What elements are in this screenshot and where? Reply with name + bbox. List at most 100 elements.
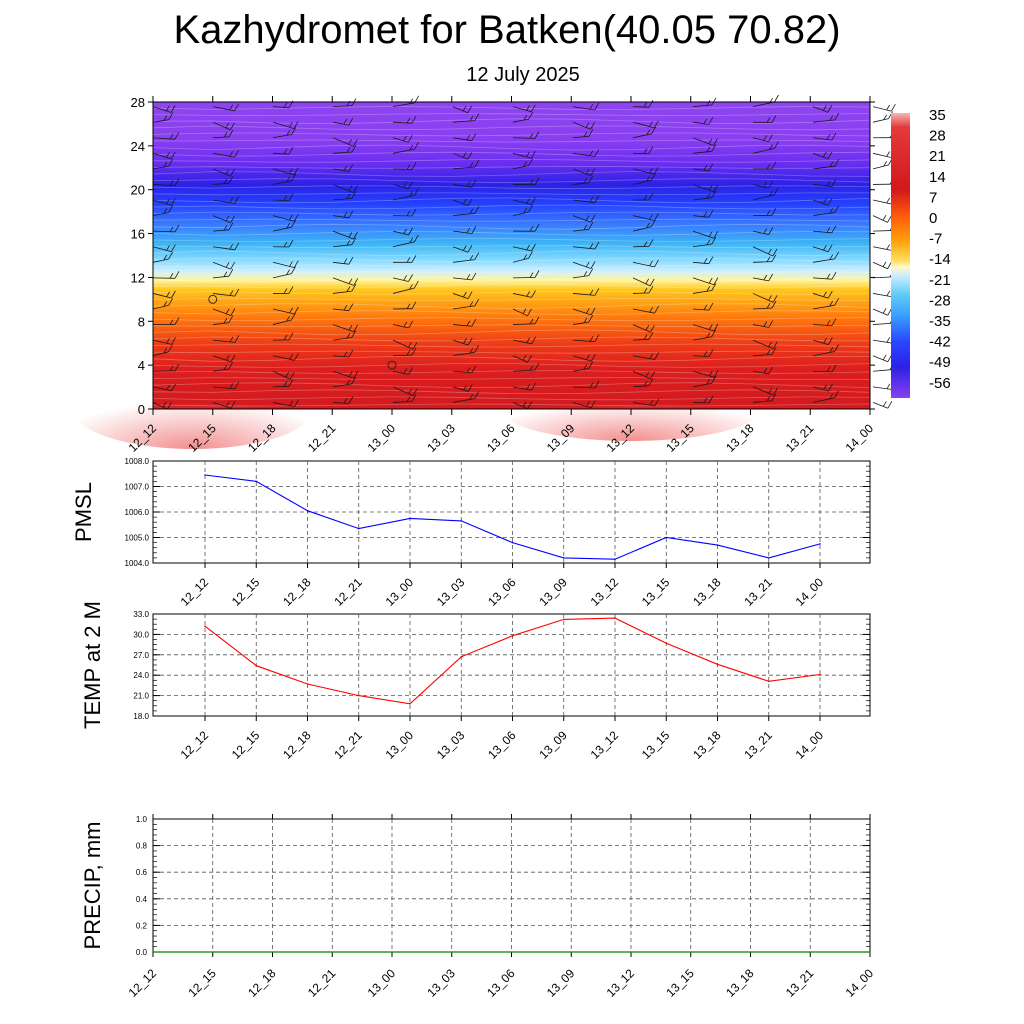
wind-barb-shaft [692, 121, 709, 125]
contour-line [152, 238, 871, 242]
contour-line [152, 343, 871, 348]
wind-barb [452, 391, 480, 403]
wind-barb-feather [772, 248, 778, 257]
wind-barb [212, 196, 240, 204]
colorbar-label: 7 [929, 189, 937, 206]
wind-barb-feather [713, 138, 718, 146]
x-tick-label: 13_18 [690, 728, 724, 762]
wind-barb-shaft [812, 106, 829, 113]
wind-barb-feather [230, 308, 236, 316]
wind-barb-shaft [152, 339, 172, 345]
wind-barb-feather [643, 241, 648, 247]
contour-line [152, 403, 871, 407]
wind-barb-feather [174, 132, 180, 140]
wind-barb-shaft [392, 168, 413, 170]
wind-barb-shaft [332, 151, 353, 154]
wind-barb [212, 103, 239, 112]
wind-barb-shaft [872, 246, 892, 251]
wind-barb-feather [170, 105, 176, 113]
wind-barb-feather [766, 210, 771, 216]
wind-barb-shaft [332, 324, 354, 333]
wind-barb [512, 383, 537, 391]
wind-barb-feather [283, 241, 288, 248]
wind-barb [872, 104, 896, 112]
contour-line [152, 276, 871, 283]
wind-barb-feather [703, 211, 708, 217]
wind-barb [272, 332, 294, 341]
wind-barb-feather [763, 135, 768, 141]
wind-barb [752, 180, 773, 189]
wind-barb-feather [827, 151, 833, 159]
wind-barb-feather [348, 232, 353, 238]
wind-barb-shaft [452, 370, 473, 373]
wind-barb-feather [286, 315, 290, 322]
wind-barb-feather [294, 306, 299, 315]
wind-barb-feather [594, 334, 600, 342]
wind-barb [512, 104, 536, 113]
wind-barb-shaft [872, 152, 892, 158]
wind-barb-feather [294, 399, 299, 407]
wind-barb [812, 298, 840, 310]
wind-barb [152, 251, 174, 263]
wind-barb-shaft [692, 290, 712, 294]
wind-barb-feather [886, 383, 891, 390]
wind-barb [692, 323, 719, 332]
wind-barb-feather [529, 365, 534, 371]
wind-barb-shaft [452, 305, 475, 310]
wind-barb-feather [162, 401, 167, 408]
wind-barb-feather [463, 338, 467, 344]
wind-barb-feather [706, 193, 711, 199]
wind-barb-feather [163, 347, 168, 354]
wind-barb-shaft [572, 339, 595, 343]
wind-barb [812, 105, 833, 113]
wind-barb-feather [526, 337, 531, 344]
wind-barb [692, 190, 717, 201]
wind-barb-feather [703, 397, 708, 404]
wind-barb-feather [408, 388, 412, 395]
wind-barb [452, 105, 473, 114]
x-tick-label: 14_00 [793, 728, 827, 762]
wind-barb [212, 288, 240, 297]
wind-barb [512, 177, 540, 186]
wind-barb [812, 290, 833, 299]
wind-barb-feather [585, 168, 590, 175]
colorbar-label: -14 [929, 251, 951, 268]
wind-barb-feather [288, 286, 294, 294]
wind-barb-feather [643, 334, 648, 340]
wind-barb-shaft [452, 184, 472, 188]
wind-barb [572, 102, 600, 111]
wind-barb-feather [228, 269, 234, 277]
wind-barb-feather [234, 149, 240, 158]
wind-barb-feather [772, 341, 778, 349]
wind-barb [332, 277, 359, 286]
wind-barb-feather [293, 121, 299, 129]
wind-barb [872, 111, 893, 123]
wind-barb-shaft [752, 354, 773, 357]
wind-barb-shaft [452, 293, 469, 299]
wind-barb-feather [408, 135, 413, 143]
x-tick-label: 12_21 [305, 966, 339, 1000]
wind-barb-shaft [452, 351, 475, 357]
wind-barb-feather [589, 382, 594, 388]
wind-barb-feather [774, 94, 779, 103]
wind-barb [872, 308, 893, 316]
wind-barb-feather [826, 227, 831, 233]
contour-line [152, 317, 871, 322]
wind-barb-shaft [572, 368, 589, 372]
wind-barb-feather [526, 151, 530, 158]
wind-barb-shaft [812, 324, 833, 326]
wind-barb-shaft [332, 337, 352, 341]
wind-barb-shaft [152, 184, 176, 186]
wind-barb-shaft [512, 386, 532, 391]
wind-barb-feather [466, 227, 471, 234]
wind-barb [272, 220, 296, 232]
wind-barb [272, 370, 295, 380]
wind-barb-feather [346, 240, 351, 246]
wind-barb-feather [589, 336, 594, 342]
wind-barb [332, 396, 354, 404]
wind-barb-shaft [452, 339, 469, 346]
wind-barb-feather [343, 397, 348, 404]
wind-barb [812, 179, 837, 187]
wind-barb [812, 159, 840, 170]
contour-line [152, 329, 871, 336]
